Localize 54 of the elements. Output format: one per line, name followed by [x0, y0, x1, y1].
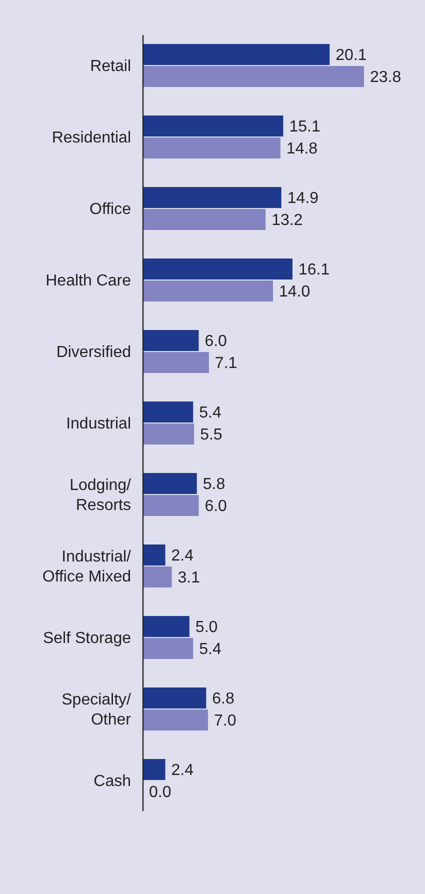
bar	[143, 616, 190, 637]
data-label: 14.9	[287, 190, 319, 207]
bar	[143, 688, 206, 708]
bar	[143, 330, 199, 351]
bar	[143, 495, 199, 516]
bar	[143, 424, 194, 444]
bar	[143, 66, 364, 87]
data-label: 16.1	[298, 262, 330, 278]
bar	[143, 638, 194, 659]
y-tick-label: Health Care	[46, 272, 132, 290]
y-tick-label: Industrial/ Office Mixed	[42, 548, 132, 586]
data-label: 15.1	[289, 118, 320, 136]
data-label: 7.1	[214, 355, 238, 372]
data-label: 14.8	[286, 140, 318, 158]
data-label: 0.0	[149, 784, 172, 801]
data-label: 14.0	[279, 284, 310, 300]
bar	[143, 280, 273, 302]
y-tick-label: Specialty/ Other	[62, 692, 132, 728]
y-tick-label: Lodging/ Resorts	[70, 477, 132, 514]
y-tick-label: Office	[90, 201, 132, 218]
y-tick-label: Diversified	[56, 344, 131, 361]
data-label: 2.4	[171, 548, 194, 564]
bar	[143, 187, 282, 208]
data-label: 3.1	[178, 570, 200, 586]
data-label: 6.8	[212, 690, 234, 708]
data-label: 6.0	[204, 333, 228, 350]
data-label: 5.8	[202, 476, 226, 493]
bar	[143, 44, 330, 65]
bar	[143, 209, 266, 230]
y-tick-label: Self Storage	[42, 630, 132, 647]
data-label: 5.4	[199, 404, 222, 422]
bar	[143, 759, 166, 780]
bar	[143, 402, 194, 422]
data-label: 2.4	[171, 762, 194, 779]
bar	[143, 116, 284, 136]
data-label: 5.4	[199, 641, 222, 658]
bar	[143, 566, 172, 588]
bar	[143, 258, 292, 280]
data-label: 5.5	[200, 426, 222, 444]
data-label: 20.1	[336, 47, 367, 64]
data-label: 23.8	[370, 69, 402, 86]
bar	[143, 352, 209, 373]
y-tick-label: Retail	[90, 58, 131, 75]
data-label: 6.0	[204, 498, 228, 515]
data-label: 13.2	[272, 212, 303, 229]
bar	[143, 544, 166, 566]
bar	[143, 138, 280, 158]
data-label: 7.0	[214, 712, 236, 730]
y-tick-label: Residential	[52, 130, 131, 146]
y-tick-label: Cash	[94, 773, 131, 790]
bar	[143, 710, 208, 730]
bar	[143, 473, 197, 494]
data-label: 5.0	[195, 619, 218, 636]
y-tick-label: Industrial	[66, 416, 131, 432]
